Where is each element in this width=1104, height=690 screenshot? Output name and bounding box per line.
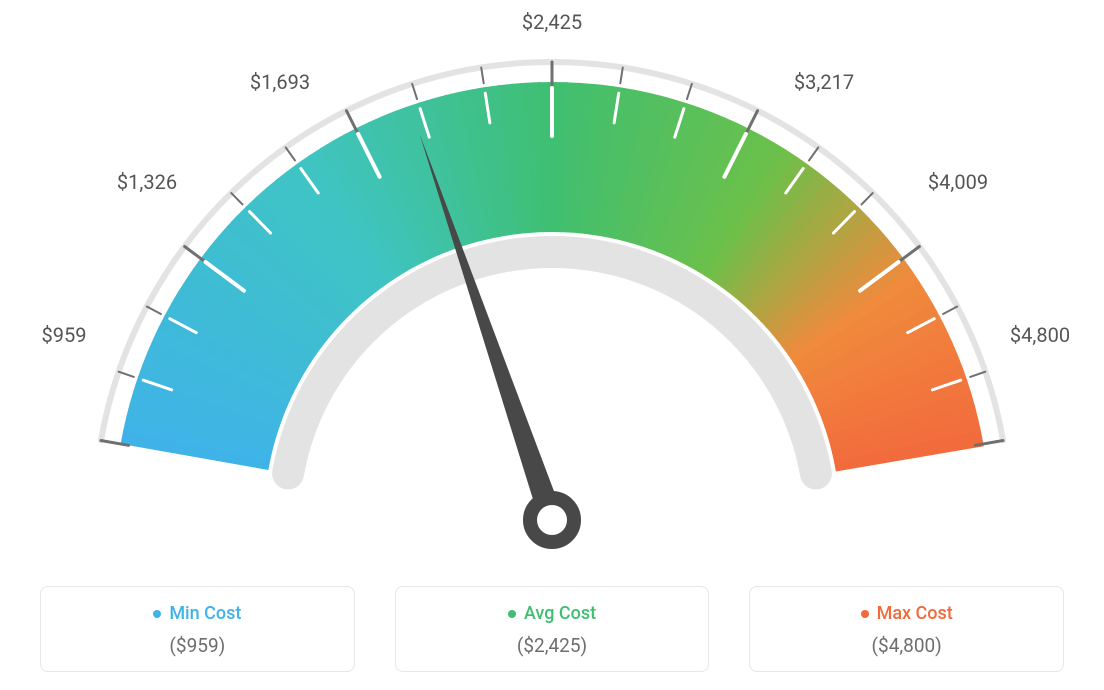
legend-min-value: ($959) xyxy=(59,634,336,657)
legend-avg-label-text: Avg Cost xyxy=(524,603,596,624)
legend-max: Max Cost ($4,800) xyxy=(749,586,1064,673)
dot-icon xyxy=(508,610,516,618)
tick-label-5: $4,009 xyxy=(928,170,988,194)
legend-min: Min Cost ($959) xyxy=(40,586,355,673)
legend-max-label-text: Max Cost xyxy=(877,603,953,624)
tick-label-6: $4,800 xyxy=(1010,323,1070,347)
legend-max-label: Max Cost xyxy=(861,603,953,624)
chart-container: $959 $1,326 $1,693 $2,425 $3,217 $4,009 … xyxy=(0,0,1104,690)
legend-min-label: Min Cost xyxy=(153,603,241,624)
gauge: $959 $1,326 $1,693 $2,425 $3,217 $4,009 … xyxy=(0,0,1104,560)
tick-label-4: $3,217 xyxy=(794,70,854,94)
legend-avg-value: ($2,425) xyxy=(414,634,691,657)
legend-min-label-text: Min Cost xyxy=(169,603,241,624)
dot-icon xyxy=(861,610,869,618)
legend: Min Cost ($959) Avg Cost ($2,425) Max Co… xyxy=(0,586,1104,673)
gauge-svg xyxy=(0,0,1104,560)
tick-label-0: $959 xyxy=(42,323,87,347)
tick-label-2: $1,693 xyxy=(250,70,310,94)
legend-max-value: ($4,800) xyxy=(768,634,1045,657)
tick-label-3: $2,425 xyxy=(522,10,582,34)
dot-icon xyxy=(153,610,161,618)
legend-avg-label: Avg Cost xyxy=(508,603,596,624)
tick-label-1: $1,326 xyxy=(117,170,177,194)
legend-avg: Avg Cost ($2,425) xyxy=(395,586,710,673)
